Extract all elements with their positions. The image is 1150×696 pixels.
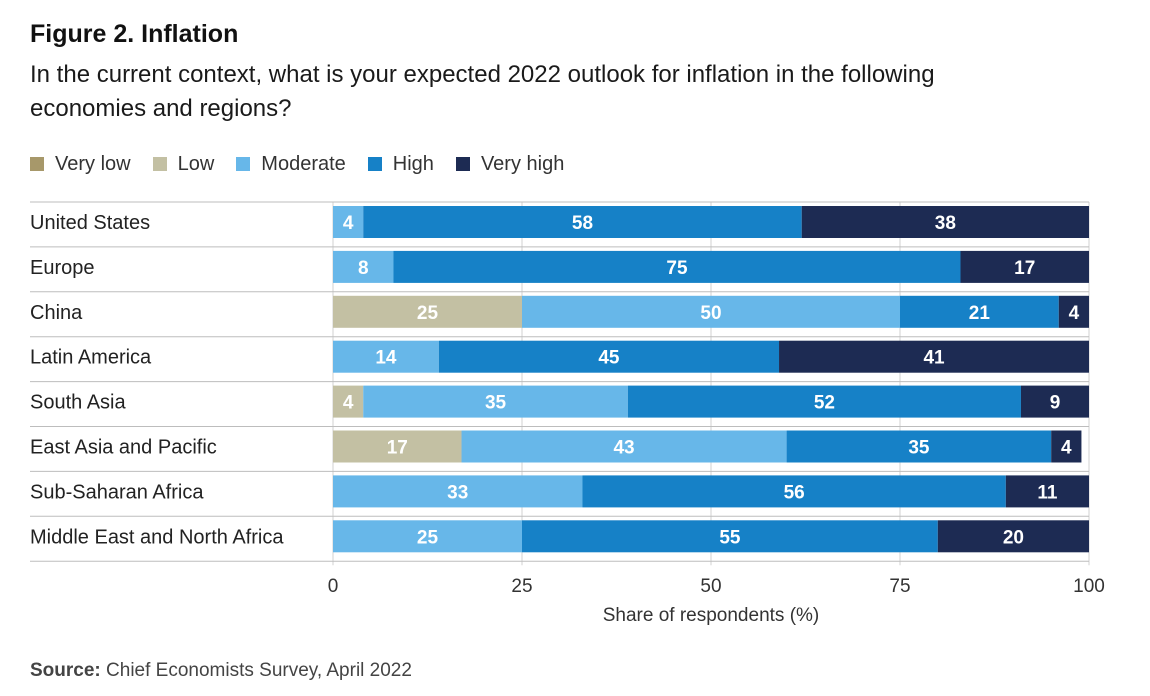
bar-segment-sub-saharan-africa-moderate	[333, 475, 583, 508]
bar-segment-middle-east-and-north-africa-moderate	[333, 520, 522, 553]
legend-item-very-high: Very high	[455, 150, 565, 178]
data-label-east-asia-and-pacific-low: 17	[387, 438, 408, 459]
category-label-europe: Europe	[30, 257, 95, 279]
legend-label-moderate: Moderate	[261, 153, 346, 175]
bar-segment-middle-east-and-north-africa-very-high	[937, 520, 1089, 553]
legend-swatch-high	[367, 157, 382, 171]
data-label-europe-very-high: 17	[1014, 258, 1035, 279]
source-label: Source:	[30, 660, 101, 681]
legend-item-high: High	[367, 150, 434, 178]
bar-segment-europe-very-high	[960, 250, 1089, 283]
bar-segment-latin-america-very-high	[779, 340, 1089, 373]
source-text: Chief Economists Survey, April 2022	[100, 660, 412, 681]
x-tick-label-100: 100	[1073, 576, 1105, 597]
data-label-united-states-very-high: 38	[935, 213, 956, 234]
category-label-east-asia-and-pacific: East Asia and Pacific	[30, 437, 217, 459]
bar-segment-middle-east-and-north-africa-high	[522, 520, 938, 553]
category-label-middle-east-and-north-africa: Middle East and North Africa	[30, 526, 284, 548]
bar-segment-china-high	[900, 295, 1059, 328]
bar-segment-united-states-high	[363, 206, 802, 238]
bar-segment-china-moderate	[522, 295, 900, 328]
legend-item-very-low: Very low	[30, 150, 131, 178]
figure-subtitle: In the current context, what is your exp…	[30, 61, 935, 122]
data-label-latin-america-moderate: 14	[375, 348, 397, 369]
bar-segment-united-states-moderate	[333, 206, 364, 238]
bar-segment-latin-america-moderate	[333, 340, 439, 373]
legend-item-moderate: Moderate	[236, 150, 346, 178]
data-label-south-asia-moderate: 35	[485, 393, 507, 414]
data-label-east-asia-and-pacific-moderate: 43	[613, 438, 634, 459]
bar-segment-south-asia-moderate	[363, 385, 628, 418]
bar-segment-south-asia-very-high	[1020, 385, 1089, 418]
bar-segment-east-asia-and-pacific-moderate	[461, 430, 787, 463]
data-label-europe-moderate: 8	[358, 258, 369, 279]
category-label-south-asia: South Asia	[30, 392, 127, 414]
bar-segment-east-asia-and-pacific-very-high	[1051, 430, 1082, 463]
data-label-middle-east-and-north-africa-very-high: 20	[1003, 527, 1024, 548]
data-label-china-moderate: 50	[700, 303, 721, 324]
legend-label-high: High	[392, 153, 434, 175]
data-label-latin-america-very-high: 41	[923, 348, 945, 369]
data-label-sub-saharan-africa-very-high: 11	[1037, 482, 1058, 503]
data-label-east-asia-and-pacific-very-high: 4	[1061, 438, 1072, 459]
bar-segment-latin-america-high	[438, 340, 780, 373]
category-label-china: China	[30, 302, 83, 324]
data-label-south-asia-very-high: 9	[1050, 393, 1061, 414]
legend-swatch-very-high	[455, 157, 470, 171]
bar-segment-south-asia-high	[627, 385, 1021, 418]
category-label-latin-america: Latin America	[30, 347, 152, 369]
bar-segment-china-very-high	[1058, 295, 1089, 328]
data-label-south-asia-low: 4	[343, 393, 354, 414]
bar-segment-united-states-very-high	[801, 206, 1089, 238]
legend-label-very-low: Very low	[55, 153, 131, 175]
x-axis-title: Share of respondents (%)	[603, 605, 820, 626]
bar-segment-europe-high	[393, 250, 961, 283]
data-label-sub-saharan-africa-moderate: 33	[447, 482, 468, 503]
data-label-middle-east-and-north-africa-high: 55	[719, 527, 741, 548]
x-tick-label-0: 0	[328, 576, 339, 597]
data-label-united-states-moderate: 4	[343, 213, 354, 234]
x-tick-label-50: 50	[700, 576, 721, 597]
data-label-sub-saharan-africa-high: 56	[784, 482, 805, 503]
data-label-middle-east-and-north-africa-moderate: 25	[417, 527, 439, 548]
data-label-united-states-high: 58	[572, 213, 593, 234]
data-label-china-low: 25	[417, 303, 439, 324]
x-axis-ticks: 0 25 50 75 100	[328, 576, 1105, 597]
legend-swatch-low	[152, 157, 167, 171]
bar-segment-south-asia-low	[333, 385, 364, 418]
chart-rows: United States Europe China Latin America Sou…	[30, 201, 1089, 562]
stacked-bar-chart: United States Europe China Latin America Sou…	[30, 201, 1105, 626]
data-label-europe-high: 75	[666, 258, 688, 279]
bar-segment-europe-moderate	[333, 250, 394, 283]
data-label-east-asia-and-pacific-high: 35	[908, 438, 930, 459]
chart-legend: Very low Low Moderate High Very high	[30, 150, 586, 178]
source-note: Source: Chief Economists Survey, April 2…	[30, 658, 412, 684]
bar-segment-sub-saharan-africa-high	[582, 475, 1006, 508]
category-label-united-states: United States	[30, 212, 150, 234]
figure-title: Figure 2. Inflation	[30, 20, 239, 48]
legend-label-very-high: Very high	[480, 153, 565, 175]
data-label-china-very-high: 4	[1069, 303, 1080, 324]
category-label-sub-saharan-africa: Sub-Saharan Africa	[30, 481, 204, 503]
legend-label-low: Low	[177, 153, 215, 175]
data-label-latin-america-high: 45	[598, 348, 620, 369]
legend-swatch-moderate	[236, 157, 251, 171]
legend-swatch-very-low	[30, 157, 44, 171]
x-tick-label-75: 75	[889, 576, 910, 597]
bar-segment-east-asia-and-pacific-high	[786, 430, 1052, 463]
bar-segment-china-low	[333, 295, 522, 328]
bar-segment-sub-saharan-africa-very-high	[1005, 475, 1089, 508]
x-tick-label-25: 25	[511, 576, 532, 597]
data-label-south-asia-high: 52	[814, 393, 835, 414]
data-label-china-high: 21	[969, 303, 991, 324]
bar-segment-east-asia-and-pacific-low	[333, 430, 462, 463]
legend-item-low: Low	[152, 150, 215, 178]
